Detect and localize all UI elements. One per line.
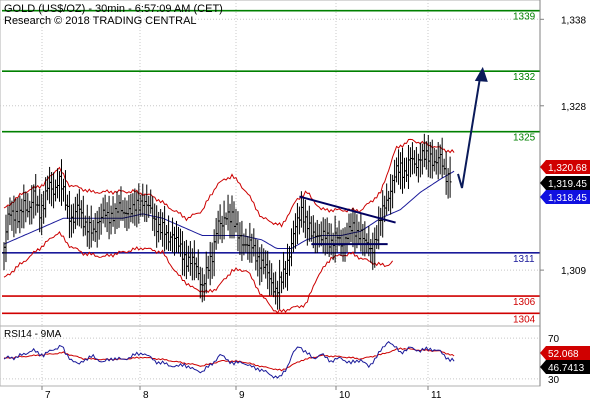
rsi-line — [3, 341, 455, 379]
resistance-1-label: 1325 — [513, 133, 536, 144]
support-3-label: 1304 — [513, 314, 536, 325]
support-2-label: 1306 — [513, 297, 536, 308]
resistance-2-label: 1332 — [513, 72, 536, 83]
x-tick-label-10: 10 — [339, 390, 351, 400]
upper-band-tag: 1,320.68 — [548, 163, 587, 174]
y-tick-label-1338: 1,338 — [561, 15, 586, 26]
upper-band-tag-bg — [540, 160, 590, 174]
y-tick-label-1328: 1,328 — [561, 102, 586, 113]
candle — [448, 156, 452, 198]
ma-tag: 1,318.45 — [548, 193, 587, 204]
chart-title: GOLD (US$/OZ) - 30min - 6:57:09 AM (CET) — [4, 3, 223, 15]
bollinger-lower-line — [3, 230, 394, 314]
y-tick-label-1309: 1,309 — [561, 266, 586, 277]
chart-subtitle: Research © 2018 TRADING CENTRAL — [4, 15, 197, 27]
x-tick-label-7: 7 — [45, 390, 51, 400]
descending-triangle-top — [299, 195, 396, 224]
x-axis: 7 8 9 10 11 — [41, 386, 442, 400]
rsi-value-tag: 46.7413 — [548, 363, 585, 374]
rsi-tick-label-30: 30 — [548, 375, 560, 386]
bollinger-upper-line — [3, 138, 455, 228]
support-1-label: 1311 — [513, 254, 535, 265]
forecast-arrow-shaft — [457, 78, 481, 189]
x-tick-label-9: 9 — [239, 390, 245, 400]
rsi-title: RSI14 - 9MA — [4, 329, 62, 340]
price-tags-layer: 1,320.68 1,319.45 1,318.45 52.068 46.7413 — [540, 160, 590, 374]
rsi-grid — [0, 326, 540, 386]
y-axis: 1,309 1,328 1,338 30 70 — [539, 0, 586, 386]
rsi-lines-layer — [3, 341, 455, 379]
rsi-ma-value-tag-bg — [540, 346, 590, 360]
resistance-3-label: 1339 — [513, 12, 536, 23]
rsi-ma-value-tag: 52.068 — [548, 349, 579, 360]
ma-tag-bg — [540, 190, 590, 204]
main-grid — [0, 0, 540, 326]
x-tick-label-8: 8 — [143, 390, 149, 400]
rsi-panel — [0, 325, 541, 387]
rsi-tick-label-70: 70 — [548, 334, 560, 345]
last-price-tag-bg — [540, 176, 590, 190]
x-tick-label-11: 11 — [431, 390, 442, 400]
levels-layer: 1339 1332 1325 1311 1306 1304 — [2, 9, 540, 325]
candles-layer — [2, 133, 452, 310]
overlays-layer — [299, 66, 488, 246]
last-price-tag: 1,319.45 — [548, 179, 587, 190]
rsi-value-tag-bg — [540, 360, 590, 374]
forecast-arrow-head — [474, 66, 488, 82]
